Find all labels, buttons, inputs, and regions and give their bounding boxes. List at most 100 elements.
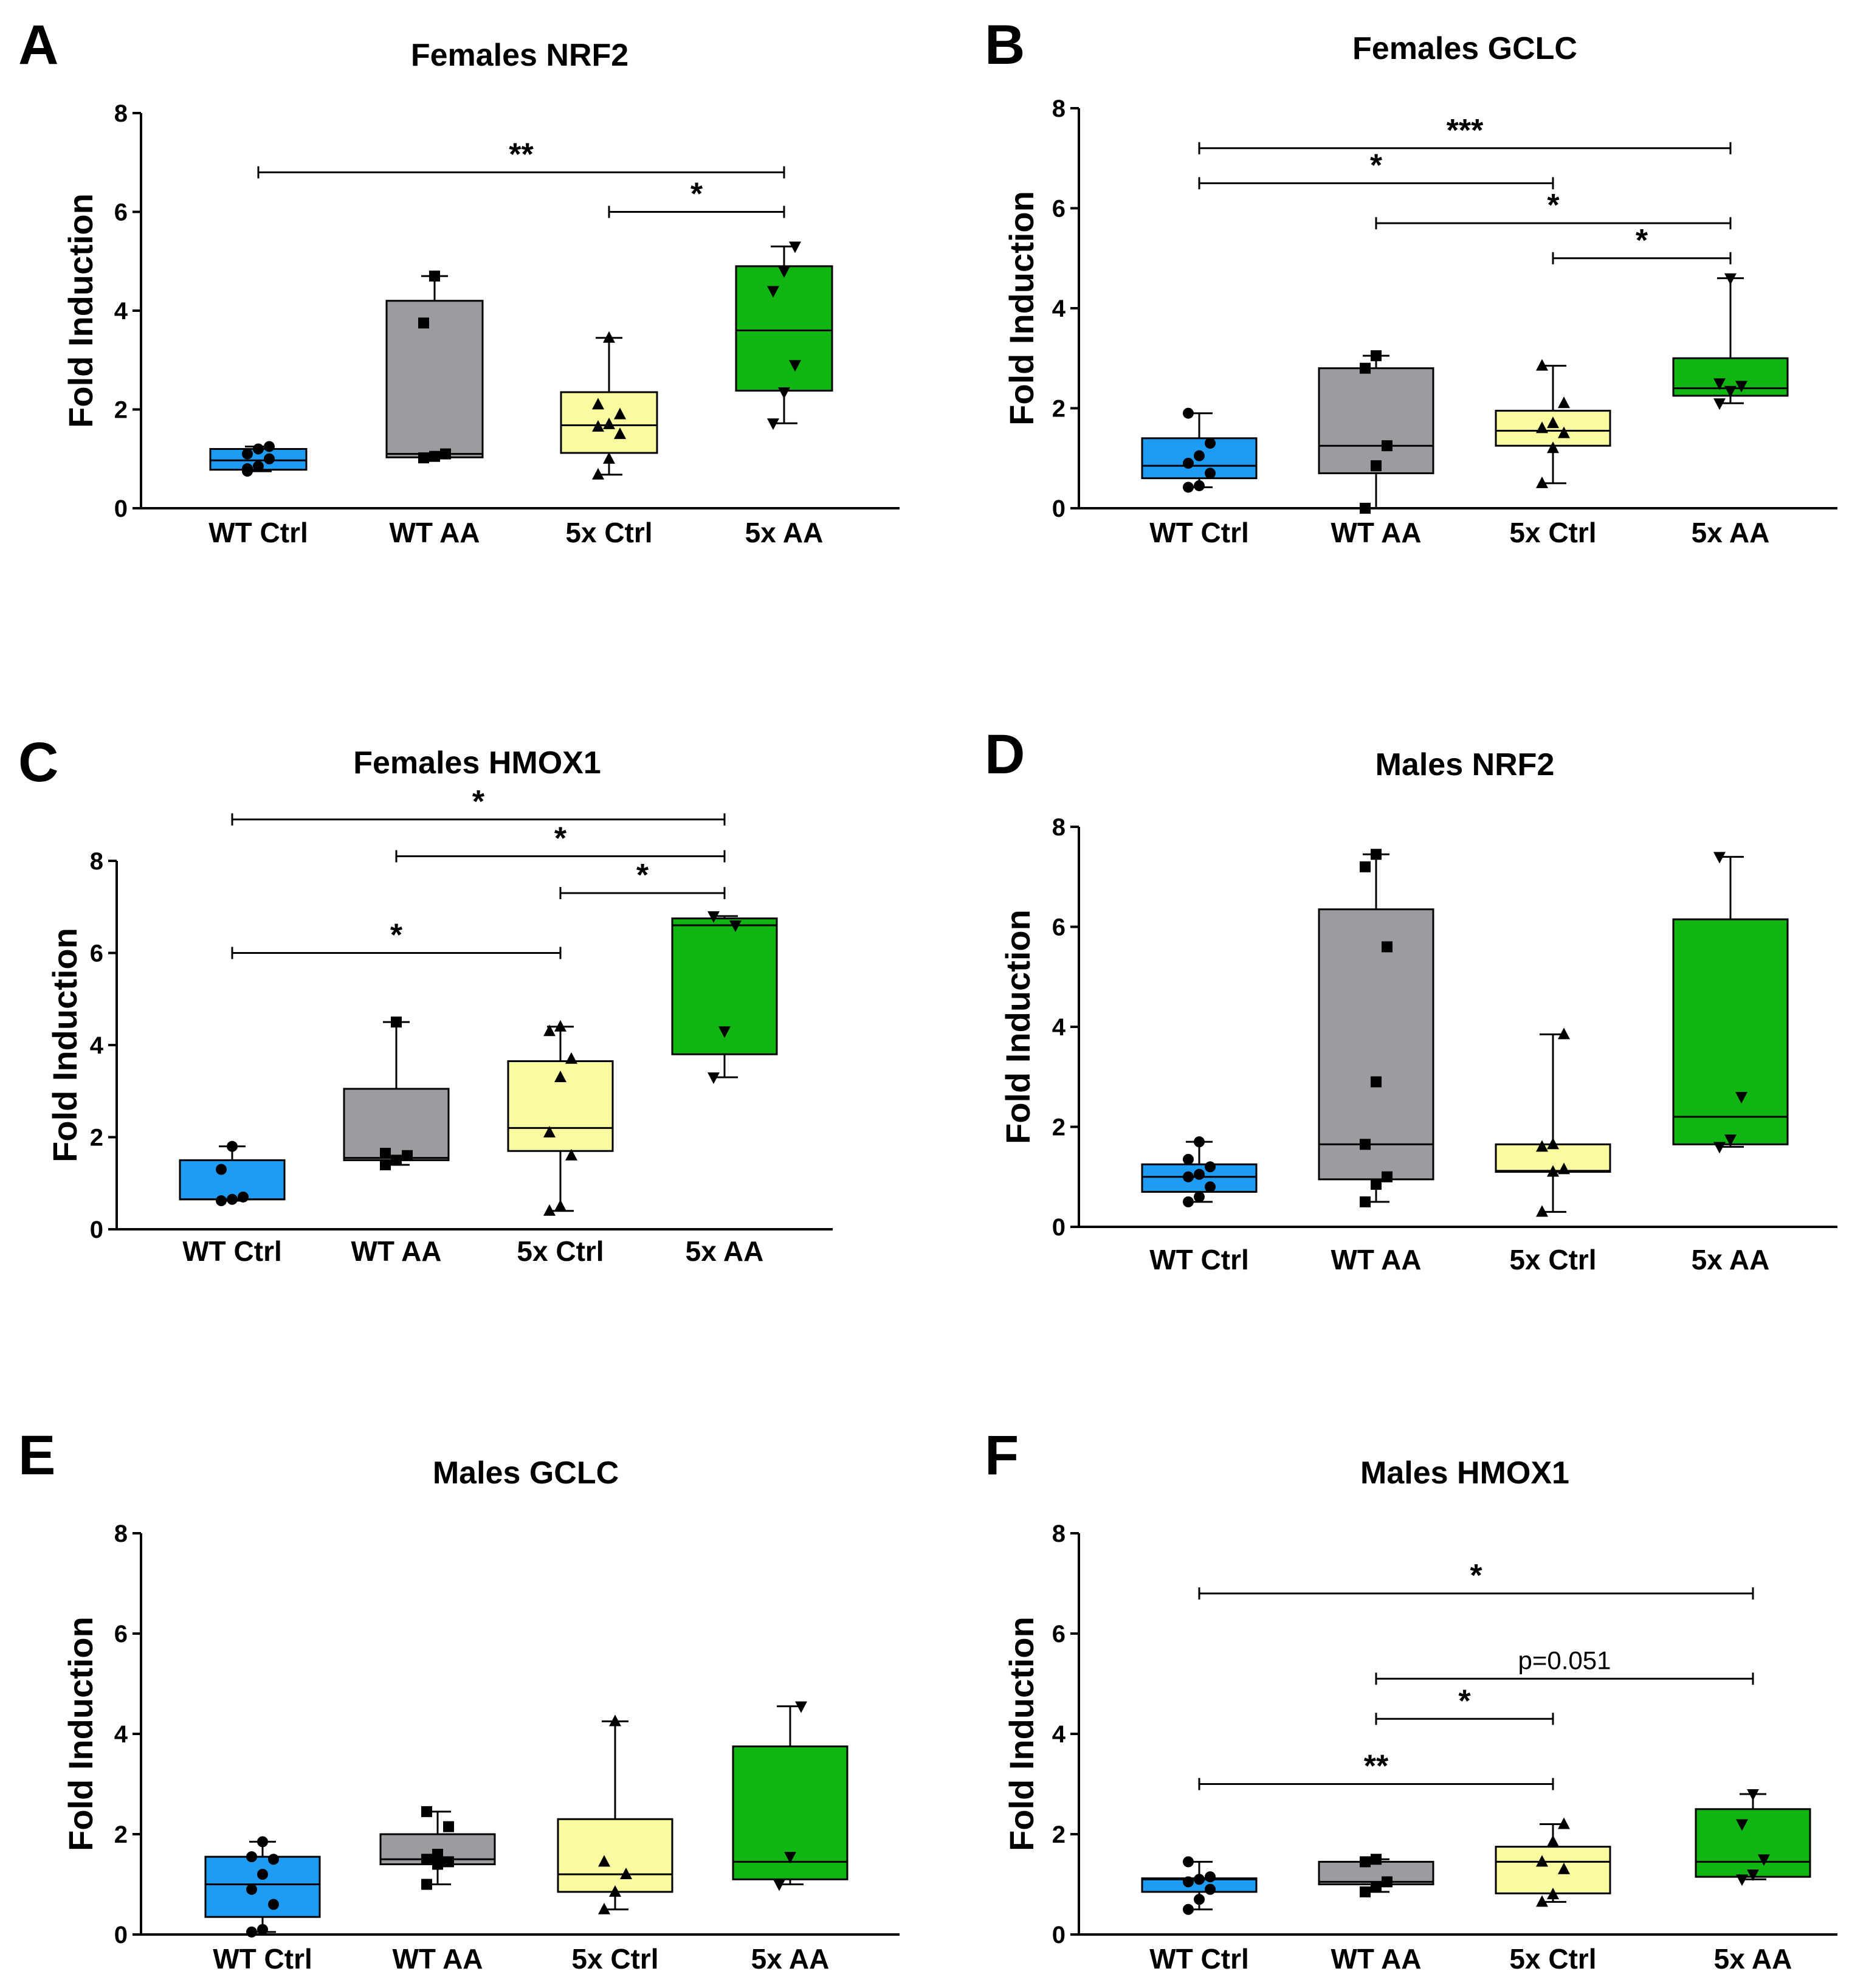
- x-category-label: 5x AA: [686, 1235, 764, 1267]
- box-wt-aa: [1318, 849, 1434, 1207]
- data-point: [592, 398, 604, 410]
- data-point: [1205, 1161, 1216, 1173]
- significance-bracket: *: [559, 858, 726, 900]
- y-tick-label: 2: [1052, 396, 1066, 423]
- data-point: [1758, 1854, 1770, 1866]
- data-point: [707, 1072, 720, 1085]
- significance-label: **: [1364, 1749, 1389, 1784]
- data-point: [603, 331, 615, 343]
- data-point: [443, 1856, 454, 1868]
- data-point: [216, 1195, 227, 1207]
- data-point: [246, 1883, 257, 1895]
- y-tick-label: 2: [1052, 1821, 1066, 1848]
- box-body: [1672, 918, 1789, 1145]
- panel-letter: E: [18, 1424, 55, 1486]
- box-5x-aa: [1695, 1789, 1811, 1886]
- data-point: [380, 1148, 391, 1159]
- y-tick-label: 8: [90, 848, 103, 875]
- data-point: [1536, 1205, 1548, 1217]
- y-tick-label: 4: [1052, 1014, 1066, 1041]
- y-tick-label: 4: [1052, 295, 1066, 322]
- x-category-label: WT Ctrl: [1149, 517, 1249, 548]
- y-tick-label: 6: [90, 941, 103, 967]
- data-point: [565, 1052, 577, 1064]
- significance-label: *: [1370, 148, 1383, 183]
- data-point: [1558, 426, 1570, 438]
- y-tick-label: 6: [114, 1621, 128, 1648]
- data-point: [1183, 407, 1194, 419]
- chart-title: Females NRF2: [411, 38, 628, 73]
- data-point: [257, 1836, 268, 1848]
- chart-title: Males HMOX1: [1360, 1455, 1569, 1491]
- y-tick-label: 0: [1052, 1214, 1066, 1241]
- data-point: [1536, 476, 1548, 488]
- y-axis-label: Fold Induction: [999, 909, 1037, 1144]
- data-point: [242, 463, 253, 474]
- data-point: [1536, 1140, 1548, 1152]
- data-point: [1558, 1817, 1570, 1829]
- box-wt-ctrl: [1141, 1856, 1258, 1915]
- chart-panel-c: C Females HMOX1 Fold Induction 0 2 4 6 8 WT Ctrl…: [18, 731, 833, 1267]
- x-category-label: WT Ctrl: [213, 1943, 312, 1975]
- data-point: [1183, 457, 1194, 469]
- data-point: [1713, 398, 1726, 410]
- y-axis-label: Fold Induction: [61, 193, 100, 428]
- significance-bracket: *: [1375, 188, 1732, 230]
- data-point: [598, 1902, 610, 1914]
- y-tick-label: 0: [1052, 495, 1066, 522]
- data-point: [1713, 1142, 1726, 1154]
- data-point: [1558, 1027, 1570, 1040]
- data-point: [543, 1024, 556, 1037]
- significance-bracket: **: [1198, 1749, 1554, 1790]
- chart-panel-a: A Females NRF2 Fold Induction 0 2 4 6 8 WT Ctrl W…: [18, 14, 900, 548]
- x-category-label: WT AA: [1331, 1244, 1421, 1275]
- panel-letter: C: [18, 731, 58, 793]
- y-tick-label: 0: [114, 495, 128, 522]
- x-category-label: 5x AA: [1692, 517, 1770, 548]
- data-point: [1194, 1136, 1205, 1148]
- data-point: [402, 1150, 413, 1161]
- data-point: [592, 468, 604, 480]
- data-point: [1371, 460, 1382, 472]
- y-tick-label: 4: [90, 1032, 104, 1059]
- data-point: [268, 1854, 279, 1865]
- x-category-label: WT AA: [1331, 1943, 1421, 1975]
- data-point: [1382, 1171, 1393, 1182]
- box-body: [1495, 410, 1611, 447]
- y-axis-label: Fold Induction: [1002, 191, 1041, 426]
- box-wt-aa: [379, 1806, 496, 1890]
- data-point: [543, 1204, 556, 1216]
- significance-bracket: ***: [1198, 113, 1732, 154]
- data-point: [1360, 1886, 1371, 1897]
- significance-bracket: *: [1552, 223, 1732, 264]
- data-point: [789, 241, 801, 254]
- panel-letter: A: [18, 14, 58, 76]
- data-point: [1194, 1168, 1205, 1180]
- data-point: [1205, 1871, 1216, 1883]
- data-point: [789, 360, 801, 372]
- data-point: [257, 1924, 268, 1935]
- x-category-label: 5x Ctrl: [565, 517, 652, 548]
- data-point: [554, 1020, 566, 1032]
- data-point: [598, 1855, 610, 1867]
- data-point: [718, 1026, 731, 1038]
- data-point: [554, 1199, 566, 1212]
- data-point: [1747, 1789, 1759, 1801]
- chart-panel-d: D Males NRF2 Fold Induction 0 2 4 6 8 WT Ctrl WT …: [985, 723, 1837, 1275]
- data-point: [1371, 849, 1382, 860]
- box-body: [1495, 1846, 1611, 1894]
- significance-bracket: *: [395, 821, 726, 863]
- data-point: [1205, 438, 1216, 449]
- data-point: [1183, 481, 1194, 493]
- significance-label: *: [390, 918, 403, 953]
- box-5x-aa: [671, 911, 778, 1085]
- y-tick-label: 0: [114, 1922, 128, 1948]
- data-point: [592, 419, 604, 432]
- data-point: [1205, 1181, 1216, 1193]
- box-wt-aa: [1318, 1854, 1434, 1897]
- data-point: [1735, 381, 1747, 393]
- data-point: [253, 443, 264, 455]
- data-point: [773, 1879, 785, 1891]
- x-category-label: 5x Ctrl: [1509, 517, 1596, 548]
- significance-bracket: *: [231, 918, 562, 959]
